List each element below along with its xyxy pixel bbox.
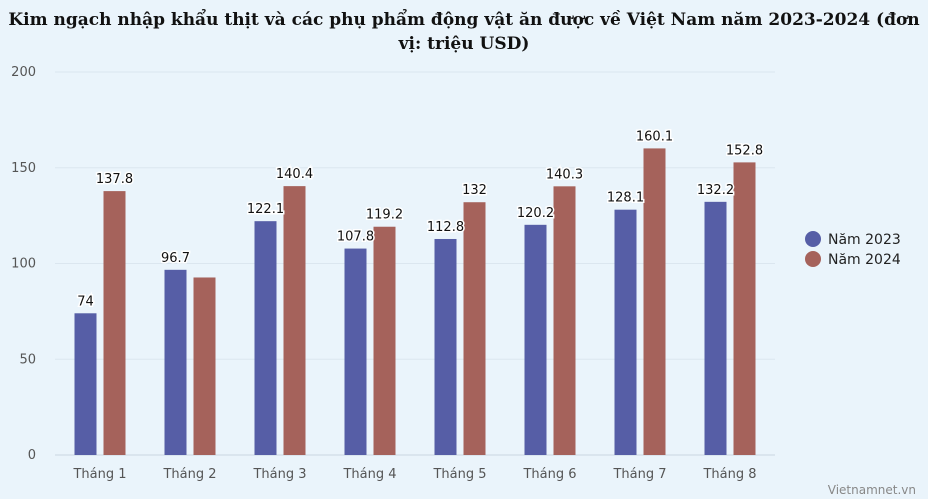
- y-axis: 0 50 100 150 200: [11, 65, 36, 463]
- x-axis: Tháng 1 Tháng 2 Tháng 3 Tháng 4 Tháng 5 Tháng…: [72, 467, 756, 482]
- bar: [193, 277, 216, 455]
- data-label: 128.1: [607, 191, 644, 206]
- y-tick-label: 50: [19, 352, 36, 367]
- bar: [373, 226, 396, 455]
- bar: [344, 248, 367, 455]
- y-tick-label: 200: [11, 65, 36, 80]
- x-tick-label: Tháng 1: [72, 467, 126, 482]
- bar: [553, 186, 576, 455]
- legend-marker: [805, 231, 821, 247]
- x-tick-label: Tháng 6: [522, 467, 576, 482]
- legend-marker: [805, 251, 821, 267]
- data-label: 140.4: [276, 167, 313, 182]
- data-label: 140.3: [546, 167, 583, 182]
- legend: Năm 2023 Năm 2024: [805, 231, 901, 268]
- bar: [103, 191, 126, 455]
- data-label: 132: [462, 183, 487, 198]
- legend-label: Năm 2023: [828, 232, 901, 248]
- legend-label: Năm 2024: [828, 252, 901, 268]
- data-label: 137.8: [96, 172, 133, 187]
- bar: [164, 269, 187, 455]
- data-labels: 74 137.8 96.7 122.1 140.4 107.8 119.2 112.8 132 1…: [76, 128, 765, 311]
- y-tick-label: 0: [28, 448, 36, 463]
- x-tick-label: Tháng 5: [432, 467, 486, 482]
- data-label: 112.8: [427, 220, 464, 235]
- data-label: 120.2: [517, 206, 554, 221]
- bar: [434, 238, 457, 455]
- bar: [733, 162, 756, 455]
- x-tick-label: Tháng 4: [342, 467, 396, 482]
- watermark-text: Vietnamnet.vn: [828, 483, 916, 497]
- bar: [254, 221, 277, 455]
- x-tick-label: Tháng 2: [162, 467, 216, 482]
- x-tick-label: Tháng 7: [612, 467, 666, 482]
- y-tick-label: 100: [11, 257, 36, 272]
- data-label: 132.2: [697, 183, 734, 198]
- bar: [463, 202, 486, 455]
- data-label: 122.1: [247, 202, 284, 217]
- data-label: 160.1: [636, 129, 673, 144]
- data-label: 96.7: [161, 251, 190, 266]
- chart-title: Kim ngạch nhập khẩu thịt và các phụ phẩm…: [8, 10, 920, 54]
- x-tick-label: Tháng 3: [252, 467, 306, 482]
- data-label: 74: [77, 294, 94, 309]
- bar: [524, 224, 547, 455]
- bar: [283, 186, 306, 455]
- bars: [74, 148, 756, 455]
- data-label: 119.2: [366, 208, 403, 223]
- data-label: 107.8: [337, 230, 374, 245]
- data-label: 152.8: [726, 143, 763, 158]
- bar: [614, 209, 637, 455]
- bar: [704, 201, 727, 455]
- bar: [643, 148, 666, 455]
- y-tick-label: 150: [11, 161, 36, 176]
- x-tick-label: Tháng 8: [702, 467, 756, 482]
- bar: [74, 313, 97, 455]
